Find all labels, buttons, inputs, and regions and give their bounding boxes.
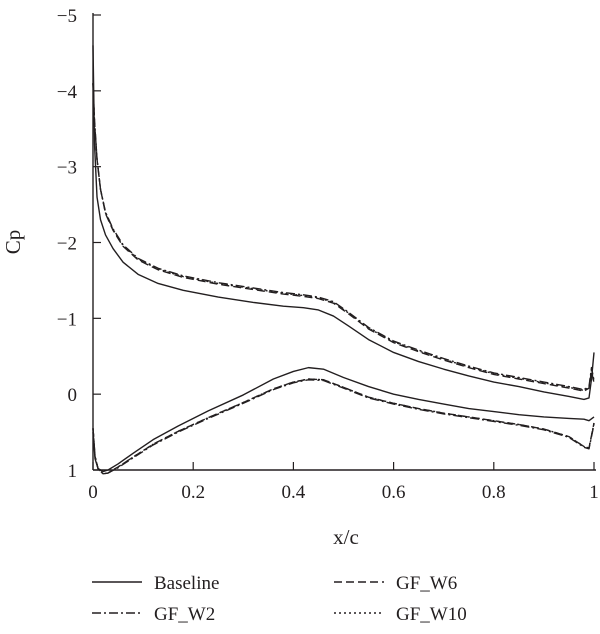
y-tick-label: −5 <box>57 6 77 27</box>
y-tick-label: −2 <box>57 234 77 255</box>
series-line-gf-w6-lower <box>92 378 595 475</box>
series-line-gf-w2-upper <box>92 83 595 391</box>
legend-item-gf-w2: GF_W2 <box>92 604 215 625</box>
series-line-baseline-lower <box>92 366 595 473</box>
y-tick-label: 0 <box>68 385 78 406</box>
y-ticks: −5 −4 −3 −2 −1 0 1 <box>57 6 101 482</box>
series-line-gf-w6-upper <box>92 83 595 392</box>
y-tick-label: −4 <box>57 82 78 103</box>
x-tick-label: 0.8 <box>482 482 506 503</box>
series-line-baseline-upper <box>92 45 595 401</box>
x-ticks: 0 0.2 0.4 0.6 0.8 1 <box>88 462 599 503</box>
x-tick-label: 0.6 <box>382 482 406 503</box>
x-tick-label: 0.2 <box>181 482 205 503</box>
legend-item-gf-w10: GF_W10 <box>334 604 467 625</box>
series-line-gf-w2-lower <box>92 379 595 475</box>
y-axis-label: Cp <box>1 230 25 255</box>
legend-label-gf-w10: GF_W10 <box>396 604 467 625</box>
y-tick-label: −1 <box>57 309 77 330</box>
legend-label-baseline: Baseline <box>154 573 219 594</box>
legend-label-gf-w6: GF_W6 <box>396 573 457 594</box>
x-tick-label: 0.4 <box>282 482 306 503</box>
legend-label-gf-w2: GF_W2 <box>154 604 215 625</box>
x-tick-label: 1 <box>589 482 599 503</box>
y-tick-label: 1 <box>68 461 78 482</box>
legend-item-gf-w6: GF_W6 <box>334 573 457 594</box>
y-tick-label: −3 <box>57 158 77 179</box>
legend: Baseline GF_W2 GF_W6 GF_W10 <box>92 573 467 625</box>
x-axis-label: x/c <box>333 525 359 549</box>
series-line-gf-w10-upper <box>92 83 595 392</box>
curves-layer <box>92 45 595 475</box>
series-line-gf-w10-lower <box>92 378 595 475</box>
legend-item-baseline: Baseline <box>92 573 219 594</box>
x-tick-label: 0 <box>88 482 98 503</box>
